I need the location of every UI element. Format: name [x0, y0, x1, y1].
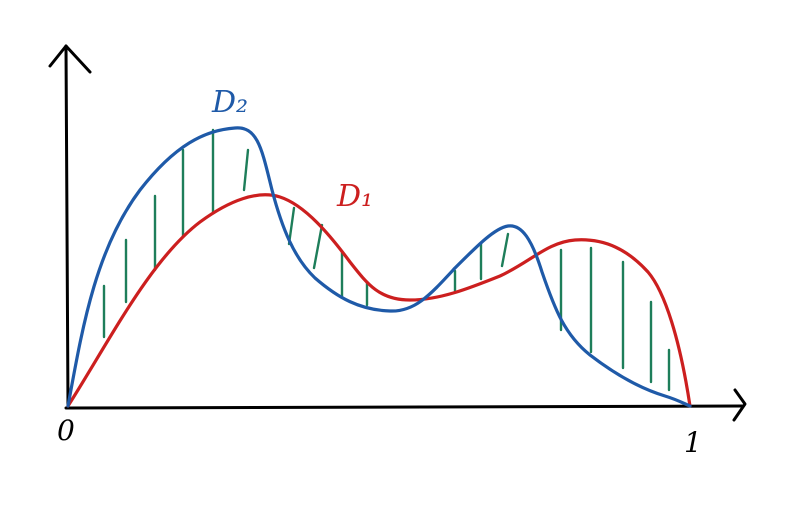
origin-label: 0 [57, 414, 75, 447]
axes [48, 44, 747, 422]
curve-d2-label: D₂ [211, 85, 248, 120]
curve-d1 [66, 193, 692, 408]
area-difference-hatching [102, 128, 671, 392]
curve-d1-label: D₁ [336, 179, 373, 214]
y-axis [64, 44, 70, 410]
y-axis-arrowhead [48, 44, 92, 74]
x-axis-arrowhead [732, 388, 747, 422]
curve-d2 [66, 126, 692, 408]
x-end-label: 1 [684, 426, 702, 459]
hatch-line [500, 232, 510, 268]
hatch-line [242, 148, 250, 192]
x-axis [64, 404, 745, 410]
hatch-line [312, 223, 324, 270]
